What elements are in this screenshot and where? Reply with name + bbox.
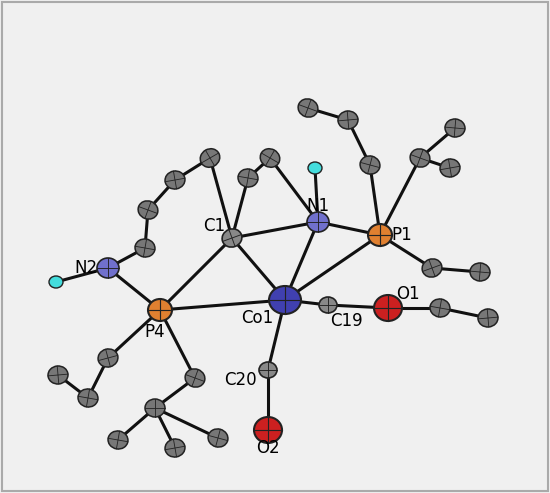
Ellipse shape bbox=[470, 263, 490, 281]
Ellipse shape bbox=[368, 224, 392, 246]
Ellipse shape bbox=[145, 399, 165, 417]
Ellipse shape bbox=[254, 417, 282, 443]
Ellipse shape bbox=[445, 119, 465, 137]
Ellipse shape bbox=[135, 239, 155, 257]
Ellipse shape bbox=[308, 162, 322, 174]
Text: Co1: Co1 bbox=[241, 309, 273, 327]
Ellipse shape bbox=[98, 349, 118, 367]
Ellipse shape bbox=[108, 431, 128, 449]
Ellipse shape bbox=[269, 286, 301, 314]
Text: C1: C1 bbox=[203, 217, 225, 235]
Text: C20: C20 bbox=[224, 371, 256, 389]
Ellipse shape bbox=[360, 156, 380, 174]
Ellipse shape bbox=[165, 171, 185, 189]
Ellipse shape bbox=[148, 299, 172, 321]
Ellipse shape bbox=[200, 149, 220, 167]
Ellipse shape bbox=[48, 366, 68, 384]
Ellipse shape bbox=[260, 149, 280, 167]
Ellipse shape bbox=[319, 297, 337, 313]
Text: P1: P1 bbox=[392, 226, 412, 244]
Ellipse shape bbox=[138, 201, 158, 219]
Text: N2: N2 bbox=[74, 259, 97, 277]
Ellipse shape bbox=[478, 309, 498, 327]
Ellipse shape bbox=[430, 299, 450, 317]
Ellipse shape bbox=[185, 369, 205, 387]
Ellipse shape bbox=[238, 169, 258, 187]
Text: P4: P4 bbox=[145, 323, 166, 341]
Ellipse shape bbox=[440, 159, 460, 177]
Text: O1: O1 bbox=[396, 285, 420, 303]
Ellipse shape bbox=[49, 276, 63, 288]
Ellipse shape bbox=[165, 439, 185, 457]
Ellipse shape bbox=[307, 212, 329, 232]
Ellipse shape bbox=[97, 258, 119, 278]
Ellipse shape bbox=[298, 99, 318, 117]
Ellipse shape bbox=[374, 295, 402, 321]
Text: N1: N1 bbox=[306, 197, 329, 215]
Ellipse shape bbox=[410, 149, 430, 167]
Ellipse shape bbox=[422, 259, 442, 277]
Text: C19: C19 bbox=[329, 312, 362, 330]
Text: O2: O2 bbox=[256, 439, 280, 457]
Ellipse shape bbox=[78, 389, 98, 407]
Ellipse shape bbox=[208, 429, 228, 447]
Ellipse shape bbox=[338, 111, 358, 129]
Ellipse shape bbox=[222, 229, 242, 247]
Ellipse shape bbox=[259, 362, 277, 378]
